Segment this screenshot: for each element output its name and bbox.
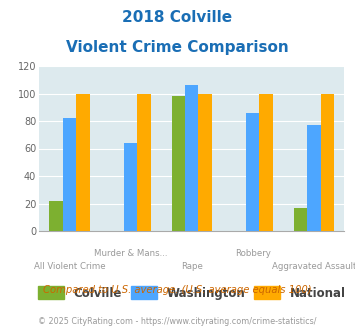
- Bar: [260, 93, 273, 231]
- Text: All Violent Crime: All Violent Crime: [34, 262, 105, 271]
- Bar: [307, 125, 321, 231]
- Bar: [63, 118, 76, 231]
- Bar: [246, 113, 260, 231]
- Bar: [321, 93, 334, 231]
- Text: Violent Crime Comparison: Violent Crime Comparison: [66, 40, 289, 54]
- Text: Aggravated Assault: Aggravated Assault: [272, 262, 355, 271]
- Text: © 2025 CityRating.com - https://www.cityrating.com/crime-statistics/: © 2025 CityRating.com - https://www.city…: [38, 317, 317, 326]
- Bar: [185, 85, 198, 231]
- Bar: [171, 96, 185, 231]
- Legend: Colville, Washington, National: Colville, Washington, National: [38, 286, 346, 300]
- Text: 2018 Colville: 2018 Colville: [122, 10, 233, 25]
- Bar: [124, 143, 137, 231]
- Bar: [294, 208, 307, 231]
- Text: Murder & Mans...: Murder & Mans...: [94, 249, 168, 258]
- Bar: [76, 93, 90, 231]
- Text: Compared to U.S. average. (U.S. average equals 100): Compared to U.S. average. (U.S. average …: [43, 285, 312, 295]
- Bar: [49, 201, 63, 231]
- Text: Robbery: Robbery: [235, 249, 271, 258]
- Bar: [137, 93, 151, 231]
- Bar: [198, 93, 212, 231]
- Text: Rape: Rape: [181, 262, 203, 271]
